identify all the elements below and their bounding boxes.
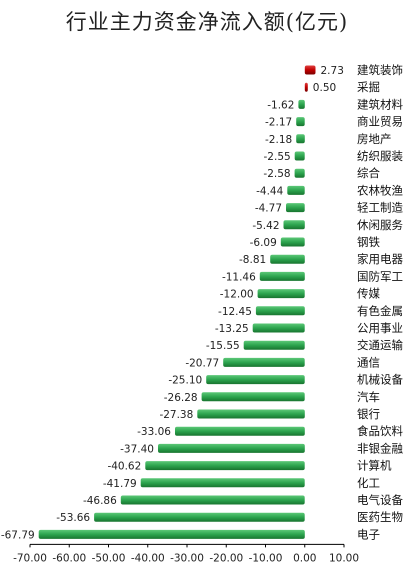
category-label-建筑材料: 建筑材料 — [357, 97, 403, 111]
bar-休闲服务 — [283, 220, 305, 230]
data-label-电子: -67.79 — [1, 529, 35, 541]
data-label-交通运输: -15.55 — [206, 340, 240, 352]
category-label-交通运输: 交通运输 — [357, 338, 403, 352]
category-label-计算机: 计算机 — [357, 459, 392, 473]
data-label-钢铁: -6.09 — [250, 237, 277, 249]
data-label-商业贸易: -2.17 — [265, 117, 292, 129]
category-label-轻工制造: 轻工制造 — [357, 201, 403, 215]
category-label-机械设备: 机械设备 — [357, 373, 403, 387]
x-tick-label: 10.00 — [329, 552, 359, 564]
category-label-房地产: 房地产 — [357, 132, 392, 146]
data-label-家用电器: -8.81 — [239, 254, 266, 266]
category-label-非银金融: 非银金融 — [357, 441, 403, 455]
bar-传媒 — [257, 289, 305, 299]
category-label-休闲服务: 休闲服务 — [357, 218, 403, 232]
category-label-采掘: 采掘 — [357, 80, 380, 94]
data-label-房地产: -2.18 — [265, 134, 292, 146]
category-label-钢铁: 钢铁 — [357, 235, 380, 249]
chart-title: 行业主力资金净流入额(亿元) — [65, 10, 349, 34]
data-label-综合: -2.58 — [263, 168, 290, 180]
bar-采掘 — [304, 82, 308, 92]
category-label-汽车: 汽车 — [357, 390, 380, 404]
data-label-建筑装饰: 2.73 — [321, 65, 344, 77]
bar-纺织服装 — [294, 151, 305, 161]
data-label-化工: -41.79 — [103, 478, 137, 490]
x-tick-label: -70.00 — [13, 552, 47, 564]
bar-钢铁 — [280, 237, 305, 247]
bar-轻工制造 — [286, 203, 305, 213]
category-label-公用事业: 公用事业 — [357, 321, 403, 335]
data-label-非银金融: -37.40 — [120, 443, 154, 455]
bar-食品饮料 — [175, 426, 305, 436]
bar-有色金属 — [255, 306, 305, 316]
data-label-纺织服装: -2.55 — [264, 151, 291, 163]
bar-房地产 — [296, 134, 305, 144]
data-label-采掘: 0.50 — [313, 82, 336, 94]
data-label-计算机: -40.62 — [107, 461, 141, 473]
data-label-农林牧渔: -4.44 — [256, 185, 283, 197]
bar-计算机 — [145, 461, 305, 471]
data-label-汽车: -26.28 — [164, 392, 198, 404]
x-tick-label: 0.00 — [293, 552, 316, 564]
x-tick-label: -60.00 — [52, 552, 86, 564]
data-label-银行: -27.38 — [159, 409, 193, 421]
bar-综合 — [294, 168, 305, 178]
bar-家用电器 — [270, 254, 305, 264]
bar-汽车 — [201, 392, 305, 402]
category-label-建筑装饰: 建筑装饰 — [357, 63, 403, 77]
bar-公用事业 — [252, 323, 305, 333]
category-label-医药生物: 医药生物 — [357, 510, 403, 524]
category-label-银行: 银行 — [357, 407, 380, 421]
data-label-电气设备: -46.86 — [83, 495, 117, 507]
x-tick-label: -20.00 — [209, 552, 243, 564]
data-label-公用事业: -13.25 — [215, 323, 249, 335]
data-label-通信: -20.77 — [185, 357, 219, 369]
data-label-建筑材料: -1.62 — [267, 99, 294, 111]
category-label-通信: 通信 — [357, 355, 380, 369]
category-label-纺织服装: 纺织服装 — [357, 149, 403, 163]
x-tick-label: -50.00 — [92, 552, 126, 564]
bar-通信 — [223, 357, 305, 367]
category-label-电子: 电子 — [357, 527, 380, 541]
category-label-综合: 综合 — [357, 166, 380, 180]
data-label-国防军工: -11.46 — [222, 271, 256, 283]
data-label-机械设备: -25.10 — [168, 375, 202, 387]
category-label-农林牧渔: 农林牧渔 — [357, 183, 403, 197]
x-tick-label: -30.00 — [170, 552, 204, 564]
category-label-商业贸易: 商业贸易 — [357, 115, 403, 129]
bar-农林牧渔 — [287, 185, 305, 195]
data-label-医药生物: -53.66 — [56, 512, 90, 524]
category-label-传媒: 传媒 — [357, 287, 380, 301]
bar-交通运输 — [243, 340, 305, 350]
bar-建筑材料 — [298, 99, 305, 109]
x-tick-label: -10.00 — [249, 552, 283, 564]
bar-机械设备 — [206, 375, 305, 385]
bar-电气设备 — [120, 495, 305, 505]
category-label-食品饮料: 食品饮料 — [357, 424, 403, 438]
data-label-传媒: -12.00 — [220, 289, 254, 301]
bar-建筑装饰 — [304, 65, 316, 75]
bar-化工 — [140, 478, 305, 488]
bar-银行 — [197, 409, 305, 419]
data-label-休闲服务: -5.42 — [252, 220, 279, 232]
bar-商业贸易 — [296, 117, 305, 127]
x-tick-label: -40.00 — [131, 552, 165, 564]
bar-医药生物 — [94, 512, 305, 522]
category-label-家用电器: 家用电器 — [357, 252, 403, 266]
category-label-电气设备: 电气设备 — [357, 493, 403, 507]
bar-电子 — [38, 529, 305, 539]
category-label-有色金属: 有色金属 — [357, 304, 403, 318]
category-label-化工: 化工 — [357, 476, 380, 490]
data-label-轻工制造: -4.77 — [255, 203, 282, 215]
data-label-食品饮料: -33.06 — [137, 426, 171, 438]
bar-国防军工 — [259, 271, 305, 281]
category-label-国防军工: 国防军工 — [357, 269, 403, 283]
data-label-有色金属: -12.45 — [218, 306, 252, 318]
bar-非银金融 — [158, 443, 305, 453]
